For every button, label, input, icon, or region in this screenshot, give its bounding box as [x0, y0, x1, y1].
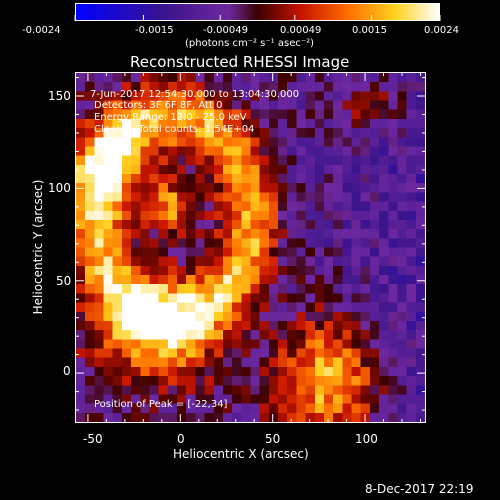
x-axis-label: Heliocentric X (arcsec) — [173, 447, 309, 461]
y-tick-label-0: 0 — [63, 364, 71, 378]
colorbar-tick-label-4: 0.0015 — [352, 25, 387, 36]
colorbar-ticks — [74, 15, 441, 21]
x-tick-label-1: 0 — [177, 432, 185, 446]
colorbar-tick-label-3: 0.00049 — [280, 25, 322, 36]
y-tick-label-3: 150 — [48, 89, 71, 103]
annotation-energy-range: Energy Range: 12.0 - 25.0 keV — [94, 112, 247, 123]
x-tick-label-3: 100 — [355, 432, 378, 446]
y-tick-label-2: 100 — [48, 181, 71, 195]
heatmap-image — [76, 73, 425, 422]
y-axis-label: Heliocentric Y (arcsec) — [31, 179, 45, 315]
annotation-peak-position: Position of Peak = [-22,34] — [94, 399, 228, 410]
colorbar — [75, 3, 440, 21]
plot-title: Reconstructed RHESSI Image — [130, 53, 350, 71]
annotation-time-range: 7-Jun-2017 12:54:30.000 to 13:04:30.000 — [90, 89, 300, 100]
colorbar-tick-label-5: 0.0024 — [424, 25, 459, 36]
annotation-method-counts: Clean Total counts: 1.54E+04 — [94, 124, 255, 135]
colorbar-tick-label-0: -0.0024 — [22, 25, 61, 36]
x-tick-label-2: 50 — [265, 432, 281, 446]
y-tick-label-1: 50 — [56, 274, 72, 288]
footer-timestamp: 8-Dec-2017 22:19 — [365, 482, 474, 496]
colorbar-tick-label-1: -0.0015 — [135, 25, 174, 36]
x-tick-label-0: -50 — [83, 432, 103, 446]
colorbar-units-label: (photons cm⁻² s⁻¹ asec⁻²) — [185, 38, 315, 49]
annotation-detectors: Detectors: 3F 6F 8F, Att 0 — [94, 100, 223, 111]
colorbar-tick-label-2: -0.00049 — [203, 25, 248, 36]
plot-area: 7-Jun-2017 12:54:30.000 to 13:04:30.000 … — [75, 72, 426, 423]
